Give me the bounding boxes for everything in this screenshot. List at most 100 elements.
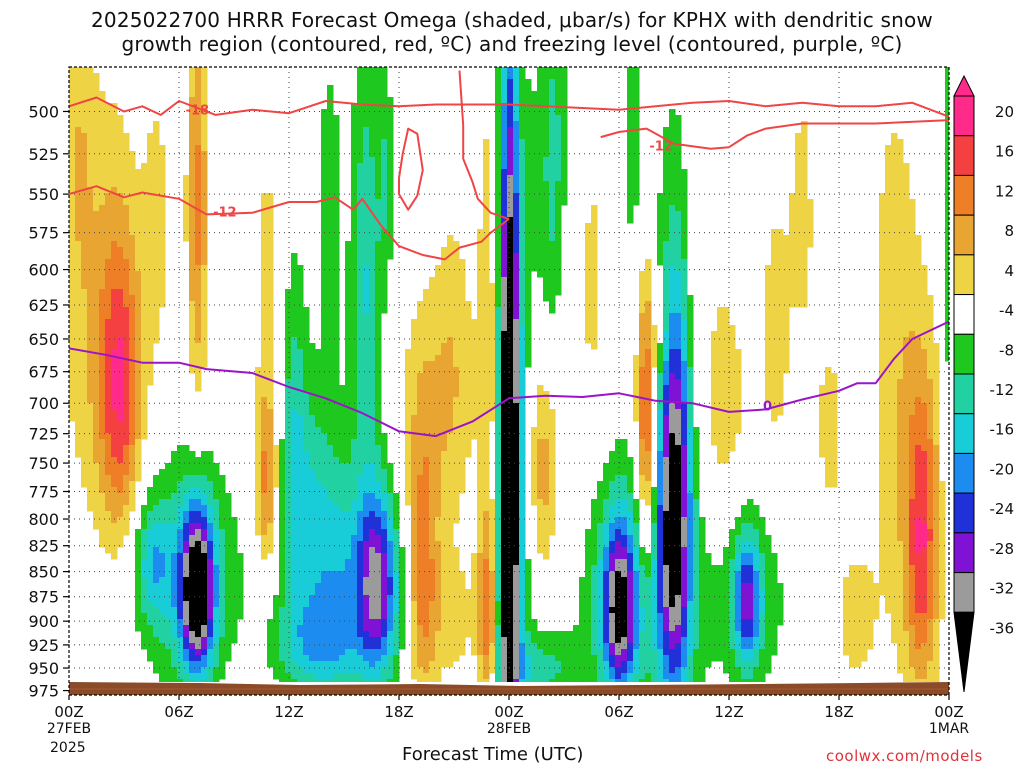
omega-cell [147,343,154,350]
omega-cell [663,145,670,152]
omega-cell [321,403,328,410]
omega-cell [81,481,88,488]
omega-cell [291,319,298,326]
omega-cell [507,175,514,182]
omega-cell [501,265,508,272]
omega-cell [927,451,934,458]
omega-cell [501,217,508,224]
omega-cell [639,415,646,422]
omega-cell [279,469,286,476]
omega-cell [387,133,394,140]
omega-cell [411,319,418,326]
omega-cell [651,349,658,356]
omega-cell [129,181,136,188]
omega-cell [495,181,502,188]
omega-cell [375,445,382,452]
omega-cell [885,349,892,356]
omega-cell [345,439,352,446]
omega-cell [723,349,730,356]
omega-cell [309,463,316,470]
omega-cell [321,277,328,284]
omega-cell [303,319,310,326]
omega-cell [681,493,688,500]
omega-cell [519,151,526,158]
omega-cell [933,463,940,470]
omega-cell [393,499,400,506]
omega-cell [675,175,682,182]
omega-cell [117,307,124,314]
omega-cell [507,241,514,248]
omega-cell [387,247,394,254]
omega-cell [891,145,898,152]
omega-cell [675,187,682,194]
omega-cell [141,355,148,362]
omega-cell [483,319,490,326]
omega-cell [375,427,382,434]
omega-cell [87,187,94,194]
omega-cell [669,121,676,128]
omega-cell [681,193,688,200]
omega-cell [447,451,454,458]
omega-cell [897,253,904,260]
omega-cell [201,481,208,488]
omega-cell [927,397,934,404]
omega-cell [159,211,166,218]
omega-cell [447,235,454,242]
omega-cell [297,397,304,404]
omega-cell [171,451,178,458]
omega-cell [123,313,130,320]
omega-cell [333,205,340,212]
omega-cell [375,79,382,86]
omega-cell [909,289,916,296]
omega-cell [105,415,112,422]
omega-cell [333,145,340,152]
omega-cell [387,145,394,152]
omega-cell [411,451,418,458]
omega-cell [93,451,100,458]
omega-cell [483,277,490,284]
omega-cell [717,325,724,332]
omega-cell [441,397,448,404]
omega-cell [315,349,322,356]
omega-cell [129,331,136,338]
omega-cell [663,451,670,458]
omega-cell [453,373,460,380]
omega-cell [627,469,634,476]
omega-cell [891,259,898,266]
omega-cell [369,109,376,116]
omega-cell [561,193,568,200]
omega-cell [795,265,802,272]
omega-cell [69,229,76,236]
omega-cell [879,307,886,314]
omega-cell [327,487,334,494]
omega-cell [465,307,472,314]
omega-cell [189,85,196,92]
omega-cell [441,439,448,446]
omega-cell [111,139,118,146]
omega-cell [357,121,364,128]
omega-cell [435,313,442,320]
omega-cell [669,241,676,248]
omega-cell [93,445,100,452]
omega-cell [117,187,124,194]
omega-cell [825,433,832,440]
omega-cell [411,475,418,482]
omega-cell [195,115,202,122]
omega-cell [603,469,610,476]
omega-cell [369,451,376,458]
omega-cell [909,361,916,368]
omega-cell [369,97,376,104]
omega-cell [69,91,76,98]
omega-cell [885,157,892,164]
omega-cell [171,463,178,470]
omega-cell [681,445,688,452]
omega-cell [447,241,454,248]
omega-cell [141,433,148,440]
omega-cell [501,139,508,146]
omega-cell [141,163,148,170]
omega-cell [681,421,688,428]
omega-cell [123,187,130,194]
omega-cell [369,439,376,446]
omega-cell [549,277,556,284]
